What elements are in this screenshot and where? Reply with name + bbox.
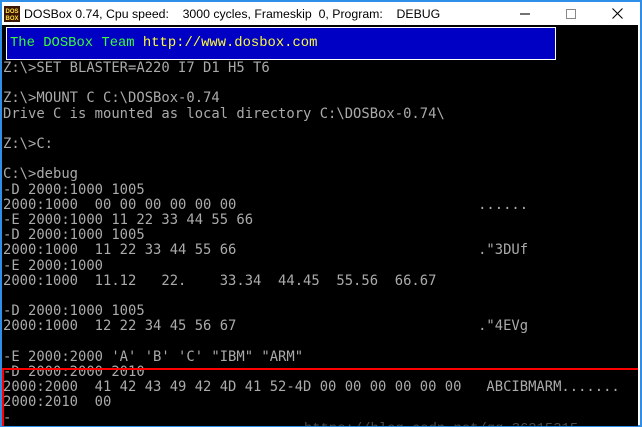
svg-text:DOS: DOS [5, 9, 18, 15]
svg-text:BOX: BOX [5, 16, 18, 22]
